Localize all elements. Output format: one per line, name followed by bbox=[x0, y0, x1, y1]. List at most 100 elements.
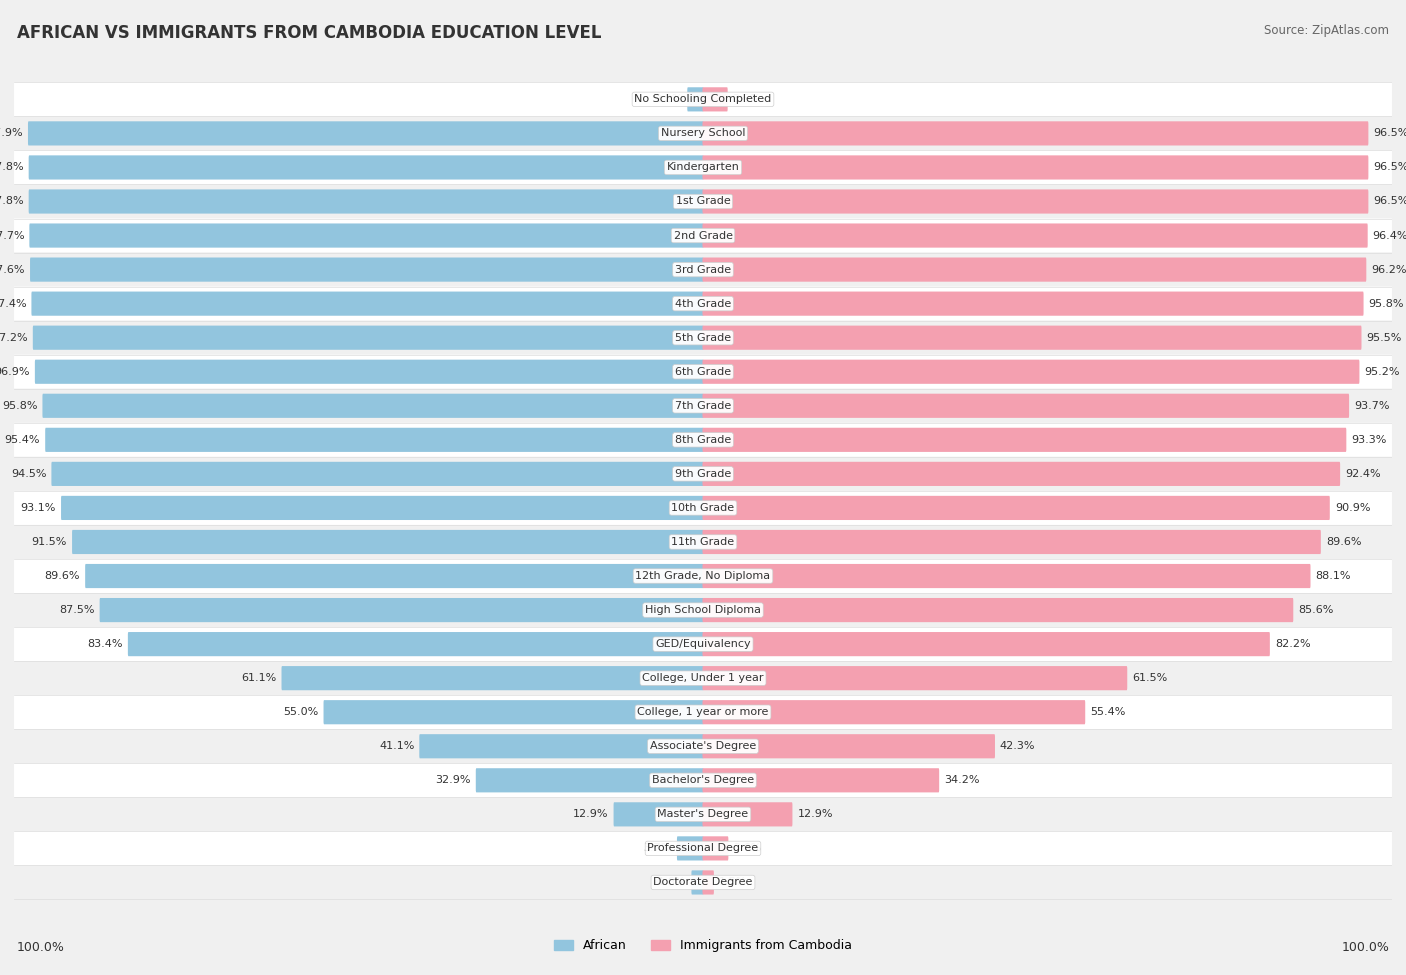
FancyBboxPatch shape bbox=[688, 88, 703, 111]
Text: 96.5%: 96.5% bbox=[1374, 163, 1406, 173]
FancyBboxPatch shape bbox=[692, 871, 703, 894]
FancyBboxPatch shape bbox=[14, 82, 1392, 116]
FancyBboxPatch shape bbox=[14, 218, 1392, 253]
FancyBboxPatch shape bbox=[60, 496, 703, 520]
Text: 12.9%: 12.9% bbox=[797, 809, 832, 819]
FancyBboxPatch shape bbox=[14, 593, 1392, 627]
Text: 11th Grade: 11th Grade bbox=[672, 537, 734, 547]
FancyBboxPatch shape bbox=[703, 462, 1340, 486]
Text: 95.8%: 95.8% bbox=[1368, 298, 1405, 309]
FancyBboxPatch shape bbox=[14, 525, 1392, 559]
Text: 41.1%: 41.1% bbox=[380, 741, 415, 752]
FancyBboxPatch shape bbox=[703, 394, 1350, 418]
FancyBboxPatch shape bbox=[703, 871, 714, 894]
FancyBboxPatch shape bbox=[28, 189, 703, 214]
FancyBboxPatch shape bbox=[28, 121, 703, 145]
Text: 90.9%: 90.9% bbox=[1334, 503, 1371, 513]
FancyBboxPatch shape bbox=[703, 326, 1361, 350]
Text: College, Under 1 year: College, Under 1 year bbox=[643, 673, 763, 683]
Text: GED/Equivalency: GED/Equivalency bbox=[655, 640, 751, 649]
Text: 2nd Grade: 2nd Grade bbox=[673, 230, 733, 241]
FancyBboxPatch shape bbox=[14, 116, 1392, 150]
FancyBboxPatch shape bbox=[14, 150, 1392, 184]
FancyBboxPatch shape bbox=[14, 832, 1392, 866]
Text: 6th Grade: 6th Grade bbox=[675, 367, 731, 376]
Text: 1.5%: 1.5% bbox=[718, 878, 747, 887]
FancyBboxPatch shape bbox=[30, 223, 703, 248]
FancyBboxPatch shape bbox=[703, 257, 1367, 282]
Text: 61.1%: 61.1% bbox=[242, 673, 277, 683]
Text: 83.4%: 83.4% bbox=[87, 640, 122, 649]
Text: 82.2%: 82.2% bbox=[1275, 640, 1310, 649]
Text: 95.5%: 95.5% bbox=[1367, 332, 1402, 342]
FancyBboxPatch shape bbox=[703, 496, 1330, 520]
FancyBboxPatch shape bbox=[35, 360, 703, 384]
FancyBboxPatch shape bbox=[323, 700, 703, 724]
Text: 61.5%: 61.5% bbox=[1132, 673, 1167, 683]
Text: Nursery School: Nursery School bbox=[661, 129, 745, 138]
FancyBboxPatch shape bbox=[86, 564, 703, 588]
Text: 97.8%: 97.8% bbox=[0, 163, 24, 173]
FancyBboxPatch shape bbox=[703, 292, 1364, 316]
Text: 94.5%: 94.5% bbox=[11, 469, 46, 479]
FancyBboxPatch shape bbox=[14, 253, 1392, 287]
FancyBboxPatch shape bbox=[613, 802, 703, 827]
FancyBboxPatch shape bbox=[703, 632, 1270, 656]
FancyBboxPatch shape bbox=[14, 627, 1392, 661]
FancyBboxPatch shape bbox=[419, 734, 703, 759]
FancyBboxPatch shape bbox=[703, 700, 1085, 724]
Text: 89.6%: 89.6% bbox=[1326, 537, 1361, 547]
FancyBboxPatch shape bbox=[703, 121, 1368, 145]
Text: 10th Grade: 10th Grade bbox=[672, 503, 734, 513]
FancyBboxPatch shape bbox=[14, 184, 1392, 218]
FancyBboxPatch shape bbox=[703, 360, 1360, 384]
Text: 89.6%: 89.6% bbox=[45, 571, 80, 581]
FancyBboxPatch shape bbox=[14, 695, 1392, 729]
Text: 96.5%: 96.5% bbox=[1374, 129, 1406, 138]
FancyBboxPatch shape bbox=[703, 189, 1368, 214]
Text: Doctorate Degree: Doctorate Degree bbox=[654, 878, 752, 887]
FancyBboxPatch shape bbox=[14, 423, 1392, 457]
FancyBboxPatch shape bbox=[703, 564, 1310, 588]
Text: 93.3%: 93.3% bbox=[1351, 435, 1386, 445]
FancyBboxPatch shape bbox=[14, 287, 1392, 321]
FancyBboxPatch shape bbox=[703, 666, 1128, 690]
Text: College, 1 year or more: College, 1 year or more bbox=[637, 707, 769, 718]
Text: Kindergarten: Kindergarten bbox=[666, 163, 740, 173]
Text: 8th Grade: 8th Grade bbox=[675, 435, 731, 445]
Text: 1st Grade: 1st Grade bbox=[676, 197, 730, 207]
Text: 3.6%: 3.6% bbox=[734, 843, 762, 853]
Text: Master's Degree: Master's Degree bbox=[658, 809, 748, 819]
Text: 55.4%: 55.4% bbox=[1090, 707, 1126, 718]
FancyBboxPatch shape bbox=[14, 321, 1392, 355]
Text: 55.0%: 55.0% bbox=[284, 707, 319, 718]
FancyBboxPatch shape bbox=[703, 155, 1368, 179]
Text: Professional Degree: Professional Degree bbox=[647, 843, 759, 853]
Text: 5th Grade: 5th Grade bbox=[675, 332, 731, 342]
Text: 2.2%: 2.2% bbox=[654, 95, 682, 104]
FancyBboxPatch shape bbox=[52, 462, 703, 486]
Text: 85.6%: 85.6% bbox=[1298, 605, 1334, 615]
Text: 96.5%: 96.5% bbox=[1374, 197, 1406, 207]
FancyBboxPatch shape bbox=[31, 292, 703, 316]
FancyBboxPatch shape bbox=[72, 529, 703, 554]
Text: 12.9%: 12.9% bbox=[574, 809, 609, 819]
FancyBboxPatch shape bbox=[703, 802, 793, 827]
Text: 97.4%: 97.4% bbox=[0, 298, 27, 309]
Text: 92.4%: 92.4% bbox=[1346, 469, 1381, 479]
Text: 42.3%: 42.3% bbox=[1000, 741, 1035, 752]
Text: 96.2%: 96.2% bbox=[1371, 264, 1406, 275]
Text: 96.4%: 96.4% bbox=[1372, 230, 1406, 241]
FancyBboxPatch shape bbox=[14, 661, 1392, 695]
Text: 88.1%: 88.1% bbox=[1316, 571, 1351, 581]
Text: 32.9%: 32.9% bbox=[436, 775, 471, 785]
Text: 4th Grade: 4th Grade bbox=[675, 298, 731, 309]
Text: 95.2%: 95.2% bbox=[1364, 367, 1400, 376]
FancyBboxPatch shape bbox=[281, 666, 703, 690]
FancyBboxPatch shape bbox=[14, 729, 1392, 763]
FancyBboxPatch shape bbox=[14, 559, 1392, 593]
Text: 91.5%: 91.5% bbox=[32, 537, 67, 547]
Text: 97.7%: 97.7% bbox=[0, 230, 24, 241]
Text: Associate's Degree: Associate's Degree bbox=[650, 741, 756, 752]
Text: AFRICAN VS IMMIGRANTS FROM CAMBODIA EDUCATION LEVEL: AFRICAN VS IMMIGRANTS FROM CAMBODIA EDUC… bbox=[17, 24, 602, 42]
